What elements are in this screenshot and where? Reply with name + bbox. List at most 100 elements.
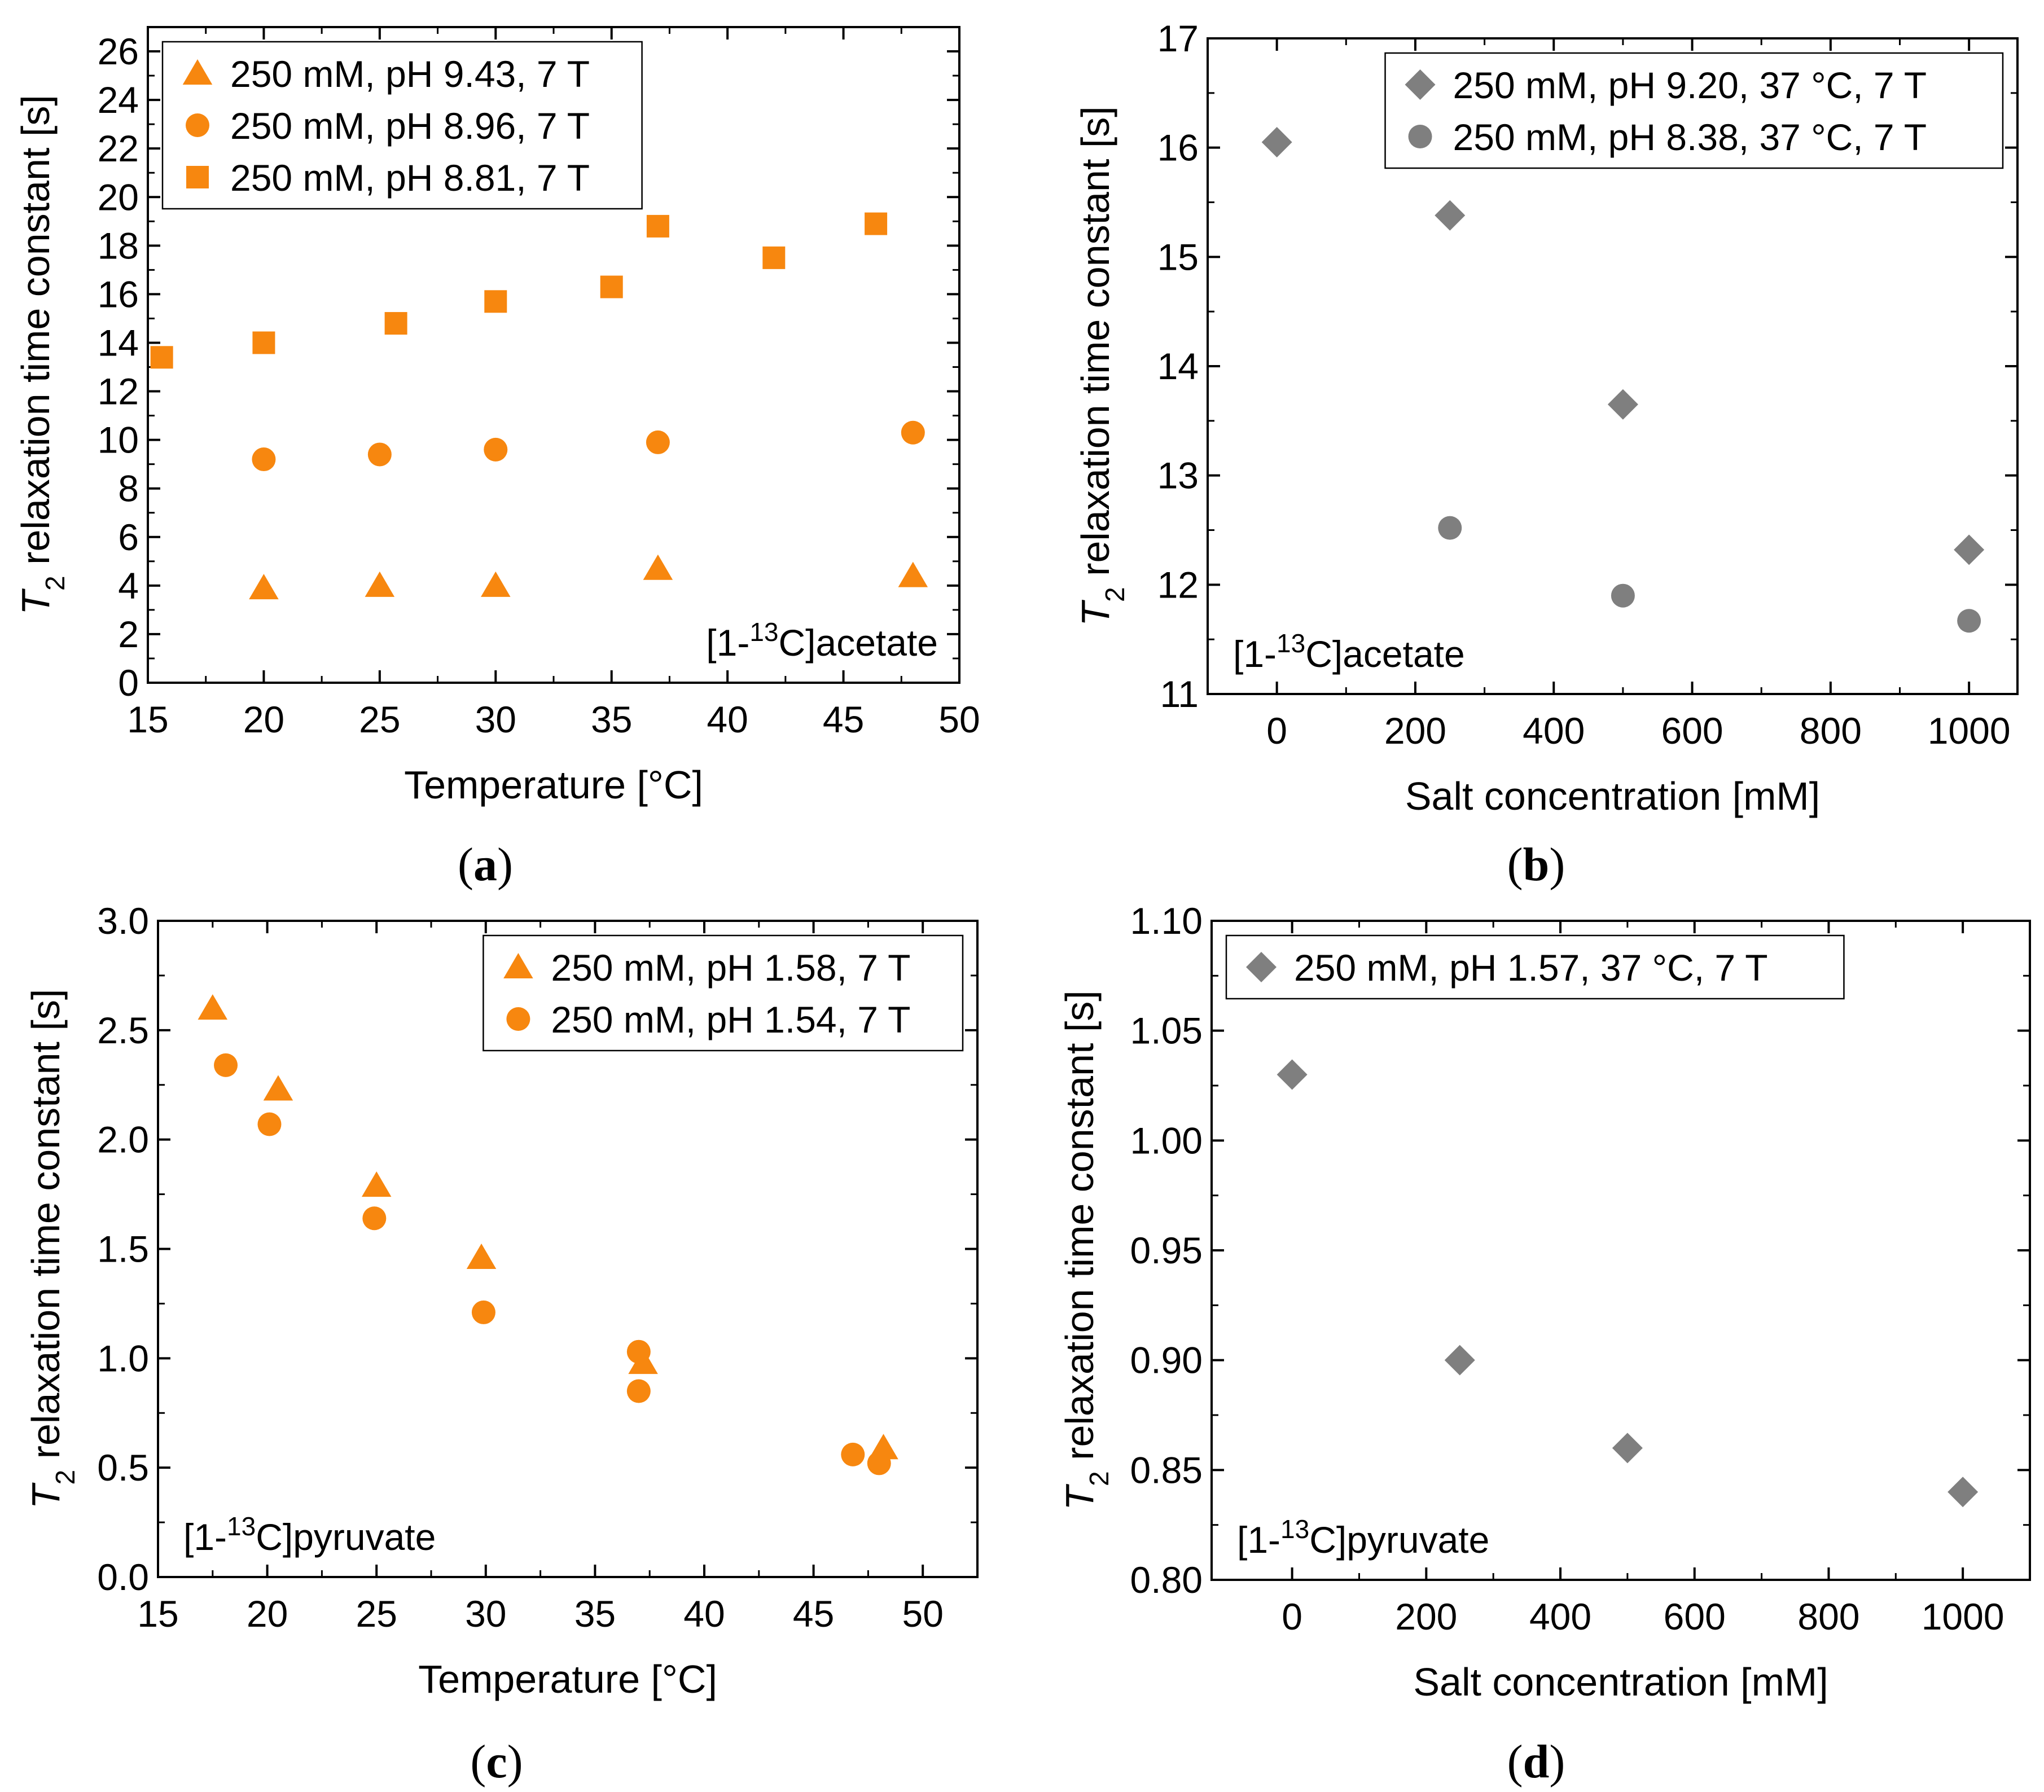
x-tick-label: 20 <box>243 699 284 740</box>
panel-caption-open: ( <box>470 1736 486 1788</box>
x-tick-label: 35 <box>574 1593 616 1635</box>
y-tick-label: 1.00 <box>1130 1119 1203 1161</box>
legend-label: 250 mM, pH 9.43, 7 T <box>230 53 590 95</box>
data-point <box>1612 1433 1643 1464</box>
y-tick-label: 2 <box>118 613 139 655</box>
y-tick-label: 17 <box>1157 17 1199 59</box>
y-tick-label: 0.5 <box>97 1447 149 1488</box>
legend-marker <box>503 953 533 978</box>
compound-label-prefix: [1- <box>1237 1519 1280 1561</box>
y-tick-label: 1.05 <box>1130 1010 1203 1052</box>
y-axis-title-symbol: T <box>14 588 58 615</box>
data-point <box>263 1075 293 1101</box>
y-tick-label: 1.5 <box>97 1228 149 1270</box>
data-point <box>646 214 669 238</box>
data-point <box>484 290 507 313</box>
x-tick-label: 0 <box>1266 710 1287 752</box>
y-tick-label: 0.95 <box>1130 1229 1203 1271</box>
x-tick-label: 40 <box>707 699 748 740</box>
compound-label-isotope: 13 <box>749 617 778 647</box>
x-tick-label: 800 <box>1797 1596 1859 1637</box>
x-tick-label: 25 <box>359 699 400 740</box>
legend-marker <box>1246 952 1277 982</box>
y-tick-label: 22 <box>98 128 139 169</box>
y-tick-label: 18 <box>98 225 139 266</box>
data-points <box>1261 126 1985 633</box>
legend: 250 mM, pH 9.43, 7 T 250 mM, pH 8.96, 7 T… <box>161 41 643 210</box>
panel-caption-close: ) <box>1549 838 1565 891</box>
panel-caption-letter: a <box>473 838 497 891</box>
x-tick-label: 25 <box>356 1593 397 1635</box>
legend-label: 250 mM, pH 1.58, 7 T <box>551 947 910 989</box>
data-point <box>214 1053 238 1077</box>
legend-box <box>1384 52 2004 169</box>
legend-label: 250 mM, pH 8.81, 7 T <box>230 157 590 199</box>
y-tick-label: 0 <box>118 662 139 704</box>
legend-box <box>1225 934 1845 1000</box>
y-tick-label: 16 <box>98 273 139 315</box>
data-point <box>643 554 673 580</box>
panel-caption-open: ( <box>1507 838 1523 891</box>
y-tick-label: 26 <box>98 30 139 72</box>
x-axis-title: Salt concentration [mM] <box>1413 1660 1828 1704</box>
x-tick-label: 0 <box>1282 1596 1302 1637</box>
x-axis-title: Temperature [°C] <box>418 1657 717 1701</box>
data-point <box>252 331 275 354</box>
data-point <box>1277 1059 1308 1090</box>
legend-label: 250 mM, pH 8.38, 37 °C, 7 T <box>1453 116 1927 158</box>
x-tick-label: 200 <box>1395 1596 1457 1637</box>
legend-marker <box>182 59 213 85</box>
data-point <box>1947 1477 1979 1508</box>
x-tick-label: 45 <box>823 699 864 740</box>
data-point <box>257 1112 282 1136</box>
y-tick-label: 15 <box>1157 236 1199 278</box>
data-point <box>361 1171 392 1197</box>
y-tick-label: 12 <box>98 371 139 412</box>
data-point <box>466 1244 497 1270</box>
data-points <box>1277 1059 1979 1508</box>
legend: 250 mM, pH 9.20, 37 °C, 7 T 250 mM, pH 8.… <box>1384 52 2004 169</box>
panel-caption-letter: c <box>486 1736 507 1788</box>
compound-label: [1-13C]pyruvate <box>183 1512 436 1558</box>
data-point <box>865 212 888 235</box>
data-point <box>1444 1345 1475 1376</box>
data-point <box>626 1339 651 1364</box>
panel-caption-open: ( <box>1507 1736 1523 1788</box>
y-tick-label: 24 <box>98 79 139 121</box>
y-axis-title-subscript: 2 <box>1100 587 1130 602</box>
data-point <box>471 1300 495 1324</box>
y-axis-title: T2 relaxation time constant [s] <box>1073 106 1130 626</box>
data-point <box>1954 534 1985 565</box>
x-axis-title: Salt concentration [mM] <box>1405 774 1820 818</box>
y-tick-label: 0.85 <box>1130 1449 1203 1491</box>
plot-frame <box>1210 920 2031 1581</box>
data-point <box>901 420 925 445</box>
data-point <box>150 346 173 369</box>
compound-label-suffix: C]acetate <box>779 622 938 664</box>
y-tick-label: 16 <box>1157 127 1199 169</box>
legend-label: 250 mM, pH 1.54, 7 T <box>551 999 910 1040</box>
data-point <box>646 430 670 454</box>
legend: 250 mM, pH 1.58, 7 T 250 mM, pH 1.54, 7 T <box>483 934 964 1052</box>
compound-label-suffix: C]acetate <box>1305 633 1465 675</box>
y-axis-title-symbol: T <box>1073 600 1117 626</box>
data-point <box>1611 583 1635 608</box>
y-axis-title-symbol: T <box>24 1482 68 1509</box>
data-point <box>600 275 623 298</box>
compound-label-suffix: C]pyruvate <box>1309 1519 1489 1561</box>
y-tick-label: 20 <box>98 176 139 218</box>
panel-caption-letter: d <box>1523 1736 1550 1788</box>
y-tick-label: 2.0 <box>97 1119 149 1161</box>
legend-label: 250 mM, pH 8.96, 7 T <box>230 105 590 147</box>
data-point <box>762 246 786 269</box>
y-axis-title-text: relaxation time constant [s] <box>24 989 68 1470</box>
panel-caption: (d) <box>1507 1736 1565 1788</box>
legend-box <box>483 934 964 1052</box>
legend: 250 mM, pH 1.57, 37 °C, 7 T <box>1225 934 1845 1000</box>
data-point <box>481 571 511 597</box>
data-point <box>1435 200 1466 231</box>
compound-label-isotope: 13 <box>1280 1514 1309 1544</box>
compound-label-prefix: [1- <box>706 622 749 664</box>
x-tick-label: 50 <box>938 699 980 740</box>
chart-b: 0 200 400 600 800 1000 11 12 13 14 15 16 17 Salt conc… <box>1073 17 2019 891</box>
